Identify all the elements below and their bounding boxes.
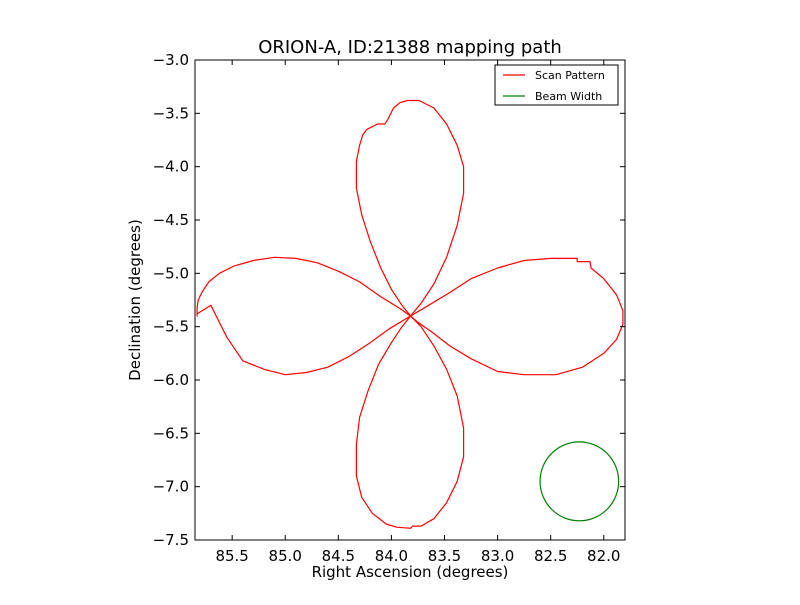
x-tick-label: 85.0 — [269, 547, 302, 565]
y-tick-label: −3.0 — [153, 51, 189, 69]
plot-area — [196, 99, 624, 529]
series-circle-beam-width — [539, 441, 620, 522]
legend-label-scan-pattern: Scan Pattern — [535, 69, 605, 82]
y-tick-label: −7.5 — [153, 531, 189, 549]
x-axis-label: Right Ascension (degrees) — [312, 563, 509, 581]
plot-frame — [194, 59, 626, 541]
y-tick-label: −3.5 — [153, 104, 189, 122]
legend: Scan Pattern Beam Width — [494, 64, 619, 106]
x-axis: 85.5 85.0 84.5 84.0 83.5 83.0 82.5 82.0 — [215, 60, 620, 565]
y-tick-label: −4.0 — [153, 158, 189, 176]
y-tick-label: −4.5 — [153, 211, 189, 229]
x-tick-label: 83.0 — [481, 547, 514, 565]
y-tick-label: −5.5 — [153, 318, 189, 336]
legend-box — [494, 64, 619, 106]
chart-title: ORION-A, ID:21388 mapping path — [258, 37, 562, 58]
x-tick-label: 85.5 — [215, 547, 248, 565]
y-tick-label: −7.0 — [153, 478, 189, 496]
x-tick-label: 84.5 — [322, 547, 355, 565]
x-tick-label: 82.5 — [534, 547, 567, 565]
y-tick-label: −6.0 — [153, 371, 189, 389]
series-line-scan-pattern — [196, 99, 624, 529]
x-tick-label: 83.5 — [428, 547, 461, 565]
x-tick-label: 82.0 — [587, 547, 620, 565]
y-tick-label: −6.5 — [153, 424, 189, 442]
y-axis: −3.0 −3.5 −4.0 −4.5 −5.0 −5.5 −6.0 −6.5 −7.0 −7.5 — [153, 51, 625, 549]
legend-label-beam-width: Beam Width — [535, 90, 602, 103]
y-tick-label: −5.0 — [153, 264, 189, 282]
x-tick-label: 84.0 — [375, 547, 408, 565]
y-axis-label: Declination (degrees) — [126, 219, 144, 381]
